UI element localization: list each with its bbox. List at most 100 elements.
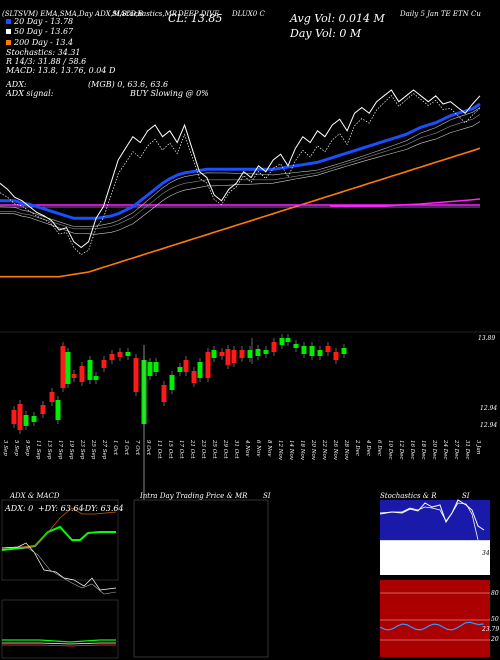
close-price: CL: 13.85 [168, 12, 223, 25]
date-tick-label: 31 Oct [233, 440, 239, 459]
rsi-tick-50: 50 [491, 616, 499, 623]
candle-body [147, 362, 153, 376]
legend-macd: MACD: 13.8, 13.76, 0.04 D [6, 66, 116, 75]
candle-body [117, 352, 123, 357]
date-tick-label: 29 Oct [222, 439, 228, 459]
candle-body [31, 416, 37, 422]
adx-macd-title: ADX & MACD [10, 492, 60, 500]
candle-body [55, 400, 61, 420]
date-tick-label: 19 Sep [68, 440, 74, 460]
date-tick-label: 18 Dec [420, 440, 426, 460]
candle-body [341, 348, 347, 354]
candle-body [65, 352, 71, 384]
candle-body [71, 374, 77, 378]
candle-body [301, 346, 307, 354]
date-tick-label: 15 Oct [167, 440, 173, 459]
company-name: DEEP DIVE [178, 10, 220, 18]
candle-body [255, 349, 261, 356]
legend-200day: 200 Day - 13.4 [6, 38, 73, 47]
candle-body [79, 366, 85, 382]
sma-grey-line-1 [0, 107, 481, 227]
legend-adx-values: (MGB) 0, 63.6, 63.6 [88, 80, 169, 89]
date-tick-label: 17 Sep [57, 440, 63, 460]
candle-body [183, 360, 189, 372]
candle-body [125, 352, 131, 356]
candle-body [205, 352, 211, 378]
candle-body [169, 375, 175, 390]
candle-body [247, 350, 253, 358]
adx-value-label: ADX: 0 [5, 504, 34, 513]
ticker-label: DLUX0 C [232, 10, 265, 18]
mdy-line [1, 507, 117, 549]
date-tick-label: 3 Jan [475, 440, 481, 455]
candle-body [211, 350, 217, 358]
sma-grey-line-3 [0, 121, 481, 235]
legend-stochastics: Stochastics: 34.31 [6, 48, 81, 57]
legend-20day-text: 20 Day - 13.78 [14, 17, 74, 26]
sma200-line [0, 147, 481, 278]
candle-body [11, 410, 17, 424]
stoch-last-label: 34.31 [482, 550, 500, 557]
mdy-value-label: -DY: 63.64 [82, 504, 124, 513]
date-tick-label: 6 Dec [376, 440, 382, 456]
stoch-tick-50: 50 [491, 528, 499, 535]
date-tick-label: 20 Nov [310, 439, 316, 461]
date-tick-label: 25 Oct [211, 439, 217, 459]
date-tick-label: 1 Oct [112, 440, 118, 456]
si-title-mid: SI [263, 492, 271, 500]
sma-grey-line-2 [0, 114, 481, 230]
candlestick-chart [11, 334, 347, 500]
date-tick-label: 24 Dec [442, 439, 448, 460]
date-tick-label: 10 Dec [387, 440, 393, 460]
candle-body [333, 352, 339, 360]
candle-body [153, 362, 159, 372]
candle-body [49, 392, 55, 402]
price-label-top: 13.89 [478, 335, 496, 342]
pdy-line [1, 525, 116, 551]
macd-line [2, 639, 116, 643]
date-tick-label: 23 Oct [200, 439, 206, 459]
date-tick-label: 4 Nov [244, 439, 250, 457]
date-label: Daily 5 Jan TE ETN Cu [400, 10, 481, 18]
date-tick-label: 25 Sep [90, 439, 96, 460]
avg-volume: Avg Vol: 0.014 M [290, 12, 385, 25]
pdy-value-label: +DY: 63.64 [38, 504, 84, 513]
legend-adx-signal: ADX signal: [6, 89, 54, 98]
candle-body [279, 338, 285, 345]
magenta-band-rise [330, 198, 481, 207]
date-tick-label: 9 Sep [24, 440, 30, 456]
date-tick-label: 23 Sep [79, 439, 85, 460]
stochastics-title: Stochastics & R [380, 492, 437, 500]
candle-body [161, 385, 167, 402]
date-tick-label: 13 Sep [46, 440, 52, 460]
date-tick-label: 6 Nov [255, 440, 261, 457]
date-tick-label: 28 Nov [343, 439, 349, 461]
intraday-title: Intra Day Trading Price & MR [140, 492, 248, 500]
candle-body [23, 415, 29, 426]
date-axis: 3 Sep 5 Sep 9 Sep 11 Sep 13 Sep 17 Sep 19 Sep 2… [2, 439, 481, 461]
legend-buy: BUY Slowing @ 0% [130, 89, 209, 98]
candle-body [60, 346, 66, 388]
candle-body [231, 350, 237, 363]
candle-body [309, 346, 315, 356]
candle-body [263, 350, 269, 354]
candle-body [191, 371, 197, 383]
macd-hist-line [2, 644, 116, 647]
date-tick-label: 18 Nov [299, 440, 305, 461]
rsi-last-label: 23.79 [482, 626, 500, 633]
legend-200day-swatch [6, 40, 11, 45]
macd-panel-frame [1, 599, 119, 659]
stoch-k-line [379, 499, 485, 531]
date-tick-label: 7 Oct [134, 440, 140, 456]
candle-body [293, 344, 299, 348]
date-tick-label: 5 Sep [13, 440, 19, 456]
legend-adx: ADX: [6, 80, 27, 89]
candle-body [325, 346, 331, 352]
date-tick-label: 3 Sep [2, 440, 8, 456]
candle-body [93, 376, 99, 380]
adx-line [1, 542, 117, 591]
legend-50day-text: 50 Day - 13.67 [14, 27, 74, 36]
date-tick-label: 11 Sep [35, 440, 41, 460]
candle-body [225, 349, 231, 365]
